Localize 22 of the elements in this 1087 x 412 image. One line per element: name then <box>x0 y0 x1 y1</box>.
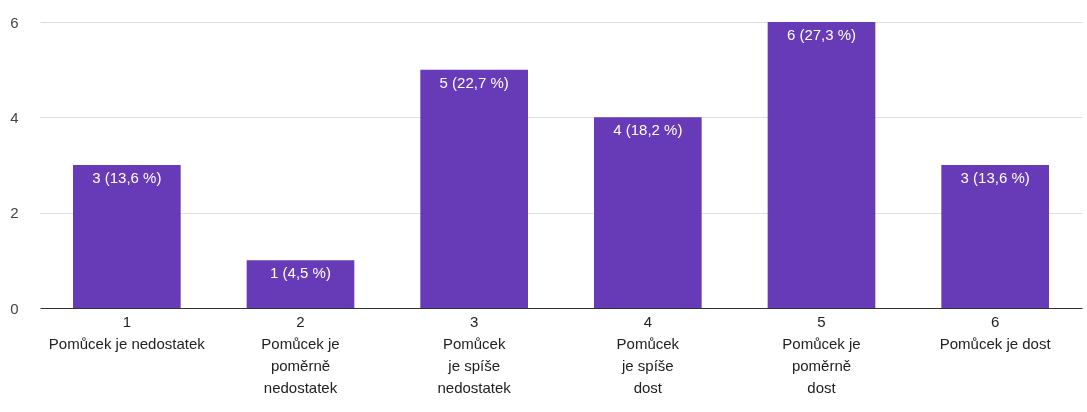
bar <box>246 260 355 308</box>
data-label: 5 (22,7 %) <box>439 73 509 91</box>
data-label: 1 (4,5 %) <box>270 264 331 282</box>
y-tick-label: 6 <box>10 13 19 31</box>
data-label: 3 (13,6 %) <box>960 169 1030 186</box>
bar <box>594 117 702 308</box>
data-label: 4 (18,2 %) <box>613 121 683 139</box>
data-label: 6 (27,3 %) <box>786 26 857 43</box>
x-tick-label: 2 Pomůcek je poměrně nedostatek <box>261 312 340 396</box>
data-label: 3 (13,6 %) <box>92 169 162 186</box>
bar <box>941 165 1049 308</box>
y-tick-label: 2 <box>10 204 19 222</box>
bar <box>767 22 876 308</box>
y-tick-label: 4 <box>10 108 19 126</box>
x-tick-label: 4 Pomůcek je spíše dost <box>616 312 680 396</box>
x-tick-label: 1 Pomůcek je nedostatek <box>48 312 206 352</box>
bar <box>73 165 181 308</box>
y-tick-label: 0 <box>10 299 19 317</box>
bar <box>420 69 528 308</box>
x-tick-label: 6 Pomůcek je dost <box>939 312 1052 352</box>
x-tick-label: 5 Pomůcek je poměrně dost <box>782 312 861 396</box>
x-tick-label: 3 Pomůcek je spíše nedostatek <box>437 312 512 396</box>
